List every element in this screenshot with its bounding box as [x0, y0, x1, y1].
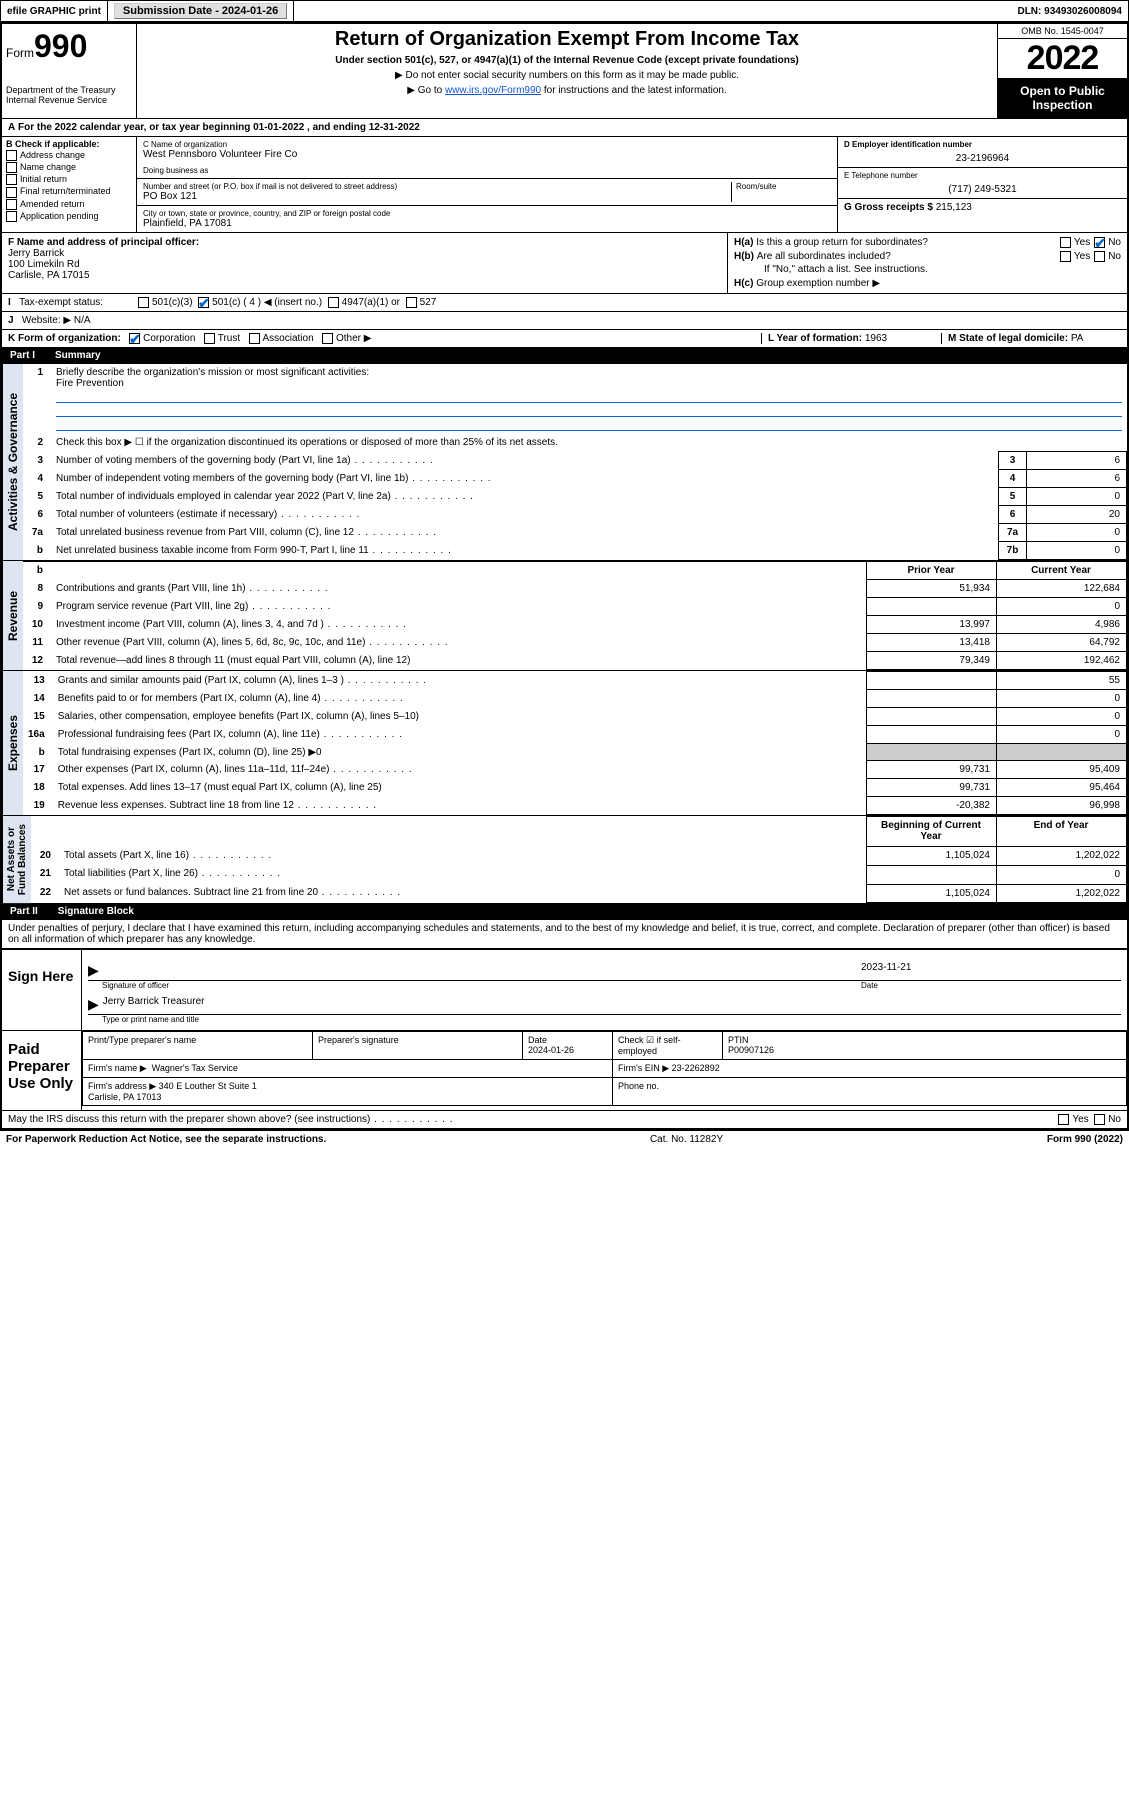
dept-label: Department of the Treasury Internal Reve… — [6, 85, 132, 105]
org-street: PO Box 121 — [143, 191, 731, 202]
expenses-table: 13Grants and similar amounts paid (Part … — [23, 671, 1127, 815]
website-value: N/A — [74, 315, 91, 326]
governance-table: 1 Briefly describe the organization's mi… — [23, 364, 1127, 560]
side-label-governance: Activities & Governance — [2, 364, 23, 560]
cb-initial-return[interactable]: Initial return — [6, 174, 132, 185]
part1-governance: Activities & Governance 1 Briefly descri… — [2, 364, 1127, 560]
line-a: A For the 2022 calendar year, or tax yea… — [2, 118, 1127, 136]
phone-value: (717) 249-5321 — [844, 180, 1121, 195]
box-b: B Check if applicable: Address change Na… — [2, 137, 137, 232]
submission-date: Submission Date - 2024-01-26 — [108, 1, 294, 21]
form-number: Form990 — [6, 28, 132, 65]
paperwork-notice: For Paperwork Reduction Act Notice, see … — [6, 1134, 326, 1145]
org-name: West Pennsboro Volunteer Fire Co — [143, 149, 831, 160]
open-inspection: Open to Public Inspection — [998, 78, 1127, 118]
sign-here-fields: ▶ 2023-11-21 Signature of officer Date ▶… — [82, 950, 1127, 1030]
cb-name-change[interactable]: Name change — [6, 162, 132, 173]
org-name-cell: C Name of organization West Pennsboro Vo… — [137, 137, 837, 179]
form-title: Return of Organization Exempt From Incom… — [141, 28, 993, 51]
section-bcdeg: B Check if applicable: Address change Na… — [2, 136, 1127, 232]
note-link: ▶ Go to www.irs.gov/Form990 for instruct… — [141, 85, 993, 96]
header-right: OMB No. 1545-0047 2022 Open to Public In… — [997, 24, 1127, 118]
revenue-table: bPrior YearCurrent Year 8Contributions a… — [23, 561, 1127, 670]
part1-expenses: Expenses 13Grants and similar amounts pa… — [2, 670, 1127, 815]
addr-cell: Number and street (or P.O. box if mail i… — [137, 179, 837, 206]
cb-ha-yes[interactable] — [1060, 237, 1071, 248]
top-bar: efile GRAPHIC print Submission Date - 20… — [0, 0, 1129, 22]
firm-name: Wagner's Tax Service — [152, 1063, 238, 1073]
box-l: L Year of formation: 1963 — [761, 333, 941, 344]
mission-text: Fire Prevention — [56, 378, 124, 389]
cb-discuss-no[interactable] — [1094, 1114, 1105, 1125]
form-header: Form990 Department of the Treasury Inter… — [2, 24, 1127, 118]
sign-here-block: Sign Here ▶ 2023-11-21 Signature of offi… — [2, 948, 1127, 1030]
tax-exempt-row: I Tax-exempt status: 501(c)(3) 501(c) ( … — [2, 293, 1127, 311]
header-mid: Return of Organization Exempt From Incom… — [137, 24, 997, 118]
form-org-row: K Form of organization: Corporation Trus… — [2, 329, 1127, 347]
box-deg: D Employer identification number 23-2196… — [837, 137, 1127, 232]
form-subtitle: Under section 501(c), 527, or 4947(a)(1)… — [141, 55, 993, 66]
officer-name: Jerry Barrick Treasurer — [103, 996, 205, 1013]
footer: For Paperwork Reduction Act Notice, see … — [0, 1130, 1129, 1148]
box-h: H(a) Is this a group return for subordin… — [727, 233, 1127, 293]
cb-address-change[interactable]: Address change — [6, 150, 132, 161]
sign-here-label: Sign Here — [2, 950, 82, 1030]
form-label-footer: Form 990 (2022) — [1047, 1134, 1123, 1145]
form-container: Form990 Department of the Treasury Inter… — [0, 22, 1129, 1130]
firm-ein: 23-2262892 — [672, 1063, 720, 1073]
city-cell: City or town, state or province, country… — [137, 206, 837, 232]
omb-number: OMB No. 1545-0047 — [998, 24, 1127, 39]
part1-revenue: Revenue bPrior YearCurrent Year 8Contrib… — [2, 560, 1127, 670]
part1-header: Part ISummary — [2, 347, 1127, 364]
section-fh: F Name and address of principal officer:… — [2, 232, 1127, 293]
cb-association[interactable] — [249, 333, 260, 344]
part1-netassets: Net Assets or Fund Balances Beginning of… — [2, 815, 1127, 903]
header-left: Form990 Department of the Treasury Inter… — [2, 24, 137, 118]
cb-hb-yes[interactable] — [1060, 251, 1071, 262]
paid-preparer-label: Paid Preparer Use Only — [2, 1031, 82, 1110]
org-city: Plainfield, PA 17081 — [143, 218, 831, 229]
efile-label: efile GRAPHIC print — [1, 1, 108, 21]
cb-trust[interactable] — [204, 333, 215, 344]
cb-hb-no[interactable] — [1094, 251, 1105, 262]
declaration: Under penalties of perjury, I declare th… — [2, 920, 1127, 948]
box-c: C Name of organization West Pennsboro Vo… — [137, 137, 837, 232]
side-label-revenue: Revenue — [2, 561, 23, 670]
netassets-table: Beginning of Current YearEnd of Year 20T… — [31, 816, 1127, 903]
cb-final-return[interactable]: Final return/terminated — [6, 186, 132, 197]
ein-value: 23-2196964 — [844, 149, 1121, 164]
sig-date: 2023-11-21 — [861, 962, 1121, 979]
ptin: P00907126 — [728, 1045, 774, 1055]
cb-501c3[interactable] — [138, 297, 149, 308]
cb-ha-no[interactable] — [1094, 237, 1105, 248]
cb-corporation[interactable] — [129, 333, 140, 344]
cb-501c4[interactable] — [198, 297, 209, 308]
cb-app-pending[interactable]: Application pending — [6, 211, 132, 222]
cb-amended-return[interactable]: Amended return — [6, 199, 132, 210]
side-label-expenses: Expenses — [2, 671, 23, 815]
gross-receipts: 215,123 — [936, 202, 972, 213]
paid-preparer-block: Paid Preparer Use Only Print/Type prepar… — [2, 1030, 1127, 1110]
box-hc: H(c) Group exemption number ▶ — [734, 278, 1121, 289]
cb-discuss-yes[interactable] — [1058, 1114, 1069, 1125]
discuss-row: May the IRS discuss this return with the… — [2, 1110, 1127, 1128]
box-f: F Name and address of principal officer:… — [2, 233, 727, 293]
note-ssn: ▶ Do not enter social security numbers o… — [141, 70, 993, 81]
box-d: D Employer identification number 23-2196… — [838, 137, 1127, 168]
cb-527[interactable] — [406, 297, 417, 308]
cb-other[interactable] — [322, 333, 333, 344]
side-label-netassets: Net Assets or Fund Balances — [2, 816, 31, 903]
irs-link[interactable]: www.irs.gov/Form990 — [445, 85, 541, 96]
cat-no: Cat. No. 11282Y — [326, 1134, 1047, 1145]
dln-label: DLN: 93493026008094 — [1011, 1, 1128, 21]
box-e: E Telephone number (717) 249-5321 — [838, 168, 1127, 199]
spacer — [294, 1, 1011, 21]
tax-year: 2022 — [998, 39, 1127, 78]
preparer-table: Print/Type preparer's name Preparer's si… — [82, 1031, 1127, 1106]
box-m: M State of legal domicile: PA — [941, 333, 1121, 344]
website-row: J Website: ▶ N/A — [2, 311, 1127, 329]
part2-header: Part IISignature Block — [2, 903, 1127, 920]
box-g: G Gross receipts $ 215,123 — [838, 199, 1127, 216]
cb-4947[interactable] — [328, 297, 339, 308]
